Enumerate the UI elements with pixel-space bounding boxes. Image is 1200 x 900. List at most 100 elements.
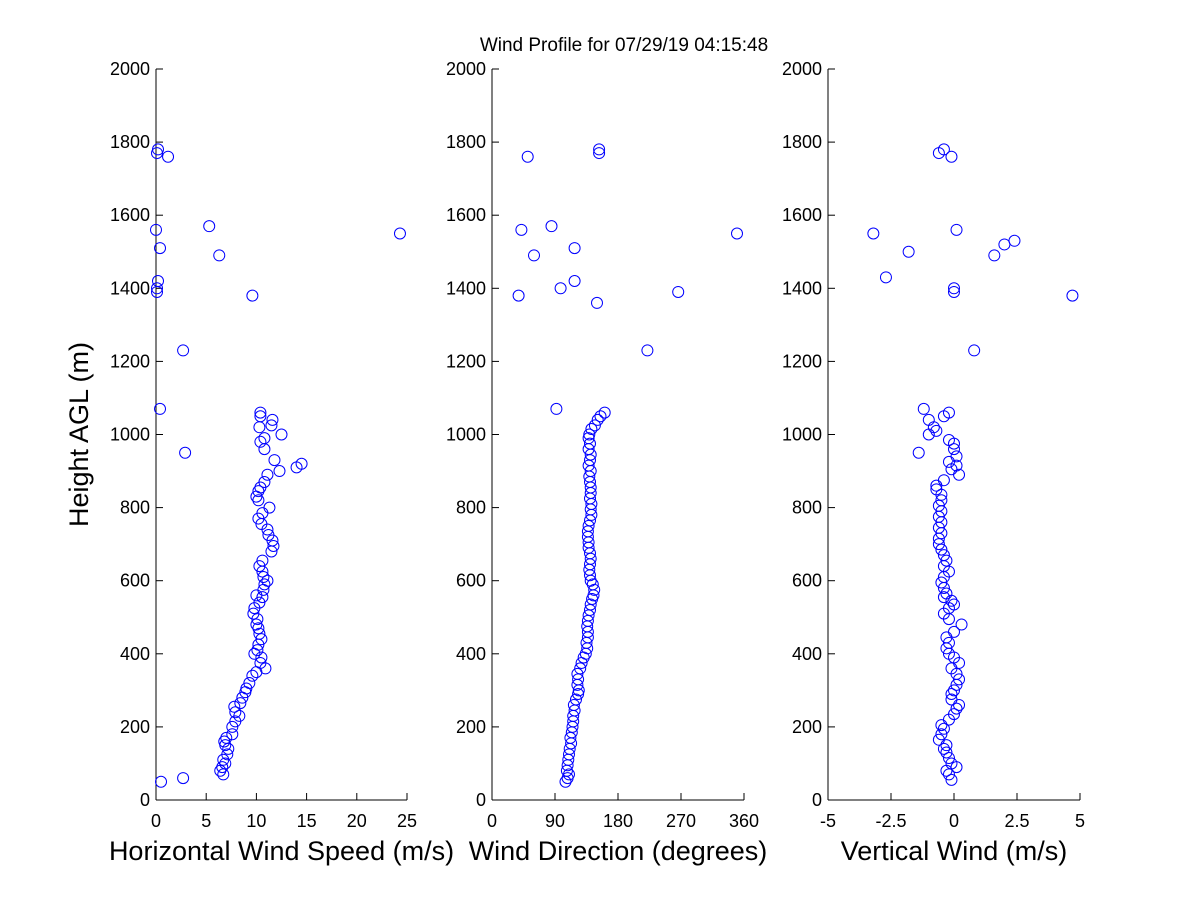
data-point-speed bbox=[246, 289, 259, 302]
x-tick-label-speed: 15 bbox=[297, 811, 317, 831]
x-tick-label-speed: 5 bbox=[201, 811, 211, 831]
data-point-speed bbox=[268, 454, 281, 467]
data-point-direction bbox=[571, 667, 584, 680]
data-point-speed bbox=[246, 669, 259, 682]
x-tick-label-direction: 180 bbox=[603, 811, 633, 831]
data-point-vertical bbox=[912, 446, 925, 459]
data-point-vertical bbox=[879, 271, 892, 284]
x-tick-label-vertical: 2.5 bbox=[1004, 811, 1029, 831]
data-point-speed bbox=[213, 249, 226, 262]
data-point-direction bbox=[568, 242, 581, 255]
y-tick-label-direction: 400 bbox=[456, 644, 486, 664]
data-point-speed bbox=[233, 709, 246, 722]
data-point-vertical bbox=[948, 443, 960, 456]
data-point-vertical bbox=[940, 764, 953, 777]
data-point-vertical bbox=[932, 538, 945, 551]
y-axis-label: Height AGL (m) bbox=[64, 342, 94, 527]
x-tick-label-speed: 0 bbox=[151, 811, 161, 831]
x-tick-label-speed: 20 bbox=[347, 811, 367, 831]
data-point-speed bbox=[262, 529, 275, 542]
data-point-speed bbox=[250, 618, 263, 631]
data-point-direction bbox=[593, 143, 606, 156]
data-point-direction bbox=[584, 437, 596, 450]
data-point-vertical bbox=[940, 554, 953, 567]
data-point-vertical bbox=[945, 150, 958, 163]
data-point-speed bbox=[253, 627, 266, 640]
data-point-direction bbox=[574, 662, 587, 675]
data-point-speed bbox=[265, 419, 278, 432]
data-point-vertical bbox=[950, 223, 963, 236]
data-point-speed bbox=[256, 554, 269, 567]
data-points-speed bbox=[150, 143, 406, 788]
data-point-speed bbox=[240, 682, 253, 695]
x-tick-label-direction: 270 bbox=[666, 811, 696, 831]
x-tick-label-vertical: -5 bbox=[820, 811, 836, 831]
data-point-vertical bbox=[937, 591, 950, 604]
y-tick-label-speed: 200 bbox=[120, 717, 150, 737]
data-point-speed bbox=[162, 150, 175, 163]
x-axis-label-speed: Horizontal Wind Speed (m/s) bbox=[109, 836, 454, 866]
data-point-direction bbox=[672, 285, 685, 298]
y-tick-label-vertical: 600 bbox=[792, 571, 822, 591]
y-tick-label-direction: 1000 bbox=[446, 425, 486, 445]
data-point-speed bbox=[151, 147, 164, 160]
data-point-vertical bbox=[902, 245, 915, 258]
data-point-vertical bbox=[930, 483, 943, 496]
y-tick-label-vertical: 1600 bbox=[782, 205, 822, 225]
data-point-speed bbox=[251, 644, 264, 657]
data-point-vertical bbox=[953, 673, 966, 686]
data-point-speed bbox=[254, 406, 267, 419]
x-tick-label-vertical: 0 bbox=[949, 811, 959, 831]
data-point-speed bbox=[257, 571, 270, 584]
y-tick-label-vertical: 2000 bbox=[782, 59, 822, 79]
x-tick-label-vertical: -2.5 bbox=[875, 811, 906, 831]
data-point-direction bbox=[567, 698, 580, 711]
data-point-vertical bbox=[942, 768, 955, 781]
data-point-direction bbox=[585, 423, 598, 436]
data-point-speed bbox=[243, 677, 256, 690]
chart-title: Wind Profile for 07/29/19 04:15:48 bbox=[480, 35, 768, 56]
data-point-direction bbox=[582, 519, 595, 532]
data-point-speed bbox=[393, 227, 406, 240]
data-point-direction bbox=[641, 344, 654, 357]
data-point-vertical bbox=[945, 757, 958, 770]
x-tick-label-direction: 0 bbox=[487, 811, 497, 831]
y-tick-label-speed: 1400 bbox=[110, 278, 150, 298]
data-point-speed bbox=[261, 468, 274, 481]
x-tick-label-speed: 25 bbox=[397, 811, 417, 831]
data-point-speed bbox=[229, 706, 242, 719]
data-point-vertical bbox=[935, 728, 948, 741]
y-tick-label-speed: 600 bbox=[120, 571, 150, 591]
data-point-speed bbox=[177, 344, 190, 357]
data-point-vertical bbox=[953, 698, 966, 711]
data-point-speed bbox=[150, 223, 162, 236]
data-point-vertical bbox=[968, 344, 981, 357]
y-tick-label-direction: 800 bbox=[456, 498, 486, 518]
data-point-vertical bbox=[955, 618, 968, 631]
data-point-direction bbox=[588, 419, 601, 432]
data-point-speed bbox=[234, 697, 247, 710]
data-point-speed bbox=[220, 731, 233, 744]
y-tick-label-direction: 200 bbox=[456, 717, 486, 737]
data-point-vertical bbox=[948, 285, 960, 298]
data-point-direction bbox=[598, 406, 611, 419]
data-point-vertical bbox=[930, 424, 943, 437]
data-point-vertical bbox=[998, 238, 1011, 251]
data-point-vertical bbox=[948, 598, 960, 611]
data-point-speed bbox=[267, 539, 280, 552]
data-point-speed bbox=[254, 656, 267, 669]
data-point-vertical bbox=[945, 693, 958, 706]
data-point-direction bbox=[593, 147, 606, 160]
data-point-vertical bbox=[948, 625, 960, 638]
data-point-speed bbox=[250, 589, 263, 602]
data-point-vertical bbox=[948, 282, 960, 295]
data-point-vertical bbox=[942, 636, 955, 649]
data-point-speed bbox=[177, 772, 190, 785]
data-point-vertical bbox=[927, 421, 940, 434]
data-point-direction bbox=[563, 768, 575, 781]
y-tick-label-vertical: 1000 bbox=[782, 425, 822, 445]
data-point-vertical bbox=[940, 587, 953, 600]
y-tick-label-vertical: 1200 bbox=[782, 351, 822, 371]
